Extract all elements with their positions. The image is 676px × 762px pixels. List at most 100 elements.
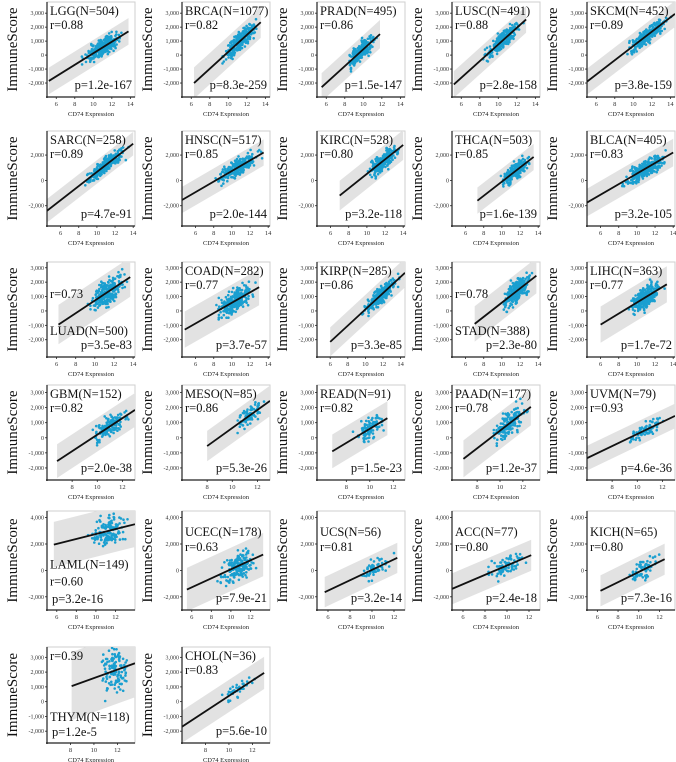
data-point [80,63,84,66]
data-point [114,428,117,431]
y-tick-label: 2,000 [166,25,180,31]
p-value-label: p=1.5e-147 [345,78,402,92]
data-point [631,165,634,168]
data-point [112,290,116,293]
data-point [249,162,252,165]
data-point [647,163,650,166]
data-point [229,166,233,170]
data-point [254,281,257,284]
x-tick-label: 12 [649,101,656,108]
data-point [222,302,225,305]
p-value-label: p=1.7e-72 [621,338,672,352]
y-tick-label: 2,000 [166,406,180,412]
x-tick-label: 8 [74,361,77,368]
data-point [360,36,364,40]
data-point [523,291,526,295]
data-point [511,297,514,301]
data-point [511,23,514,27]
data-point [226,169,229,173]
data-point [96,306,100,309]
data-point [499,174,503,178]
data-point [231,57,234,61]
panel-title: GBM(N=152) [50,387,122,401]
data-point [380,286,384,290]
data-point [89,304,92,308]
data-point [245,287,249,291]
data-point [378,425,381,429]
data-point [499,422,503,425]
plot-area [48,17,129,95]
p-value-label: p=2.8e-158 [480,78,537,92]
plot-area [587,138,674,217]
data-point [517,163,520,167]
data-point [384,285,387,289]
y-tick-label: 2,000 [436,153,450,159]
data-point [103,171,106,175]
data-point [243,45,247,48]
data-point [528,274,532,277]
x-tick-label: 12 [514,101,521,108]
x-tick-label: 6 [329,361,333,368]
data-point [483,48,487,51]
correlation-label: r=0.86 [320,278,353,292]
data-point [508,22,512,26]
data-point [107,275,111,278]
x-tick-label: 10 [497,484,504,491]
data-point [351,52,355,56]
regression-line [331,417,388,453]
data-point [621,182,625,186]
data-point [90,42,93,46]
data-point [378,300,382,304]
data-point [232,176,235,179]
data-point [116,429,119,433]
y-tick-label: 0 [311,436,314,442]
x-tick-label: 14 [127,101,134,108]
data-point [365,437,368,440]
data-point [624,180,628,184]
y-tick-label: -2,000 [299,204,315,210]
data-point [380,288,384,292]
data-point [242,409,246,413]
data-point [374,157,377,161]
data-point [645,290,649,293]
data-point [492,43,496,47]
data-point [252,37,255,40]
panel-title: THCA(N=503) [455,133,532,147]
data-point [653,157,657,161]
x-axis-label: CD74 Expression [338,240,385,247]
regression-line [48,30,129,82]
data-point [111,43,114,47]
y-tick-label: -2,000 [299,81,315,87]
data-point [115,416,119,419]
data-point [389,149,393,152]
data-point [112,160,115,164]
data-point [514,165,518,169]
y-tick-label: 0 [176,436,179,442]
data-point [105,40,108,44]
data-point [527,161,531,165]
data-point [651,160,655,164]
data-point [640,44,644,48]
data-point [103,282,107,285]
data-point [92,60,96,64]
x-tick-label: 14 [535,361,542,368]
data-point [101,49,104,52]
data-point [643,30,647,34]
data-point [492,39,495,43]
data-point [107,428,110,432]
y-axis-label: ImmuneScore [5,136,21,220]
data-point [387,151,390,155]
p-value-label: p=3.2e-105 [615,207,672,221]
data-point [123,411,126,414]
data-point [120,155,123,158]
data-point [94,436,97,440]
data-point [646,160,650,164]
data-point [111,428,115,431]
data-point [251,295,255,298]
data-point [108,294,112,298]
data-point [226,293,230,297]
data-point [112,293,116,297]
data-point [225,298,229,301]
